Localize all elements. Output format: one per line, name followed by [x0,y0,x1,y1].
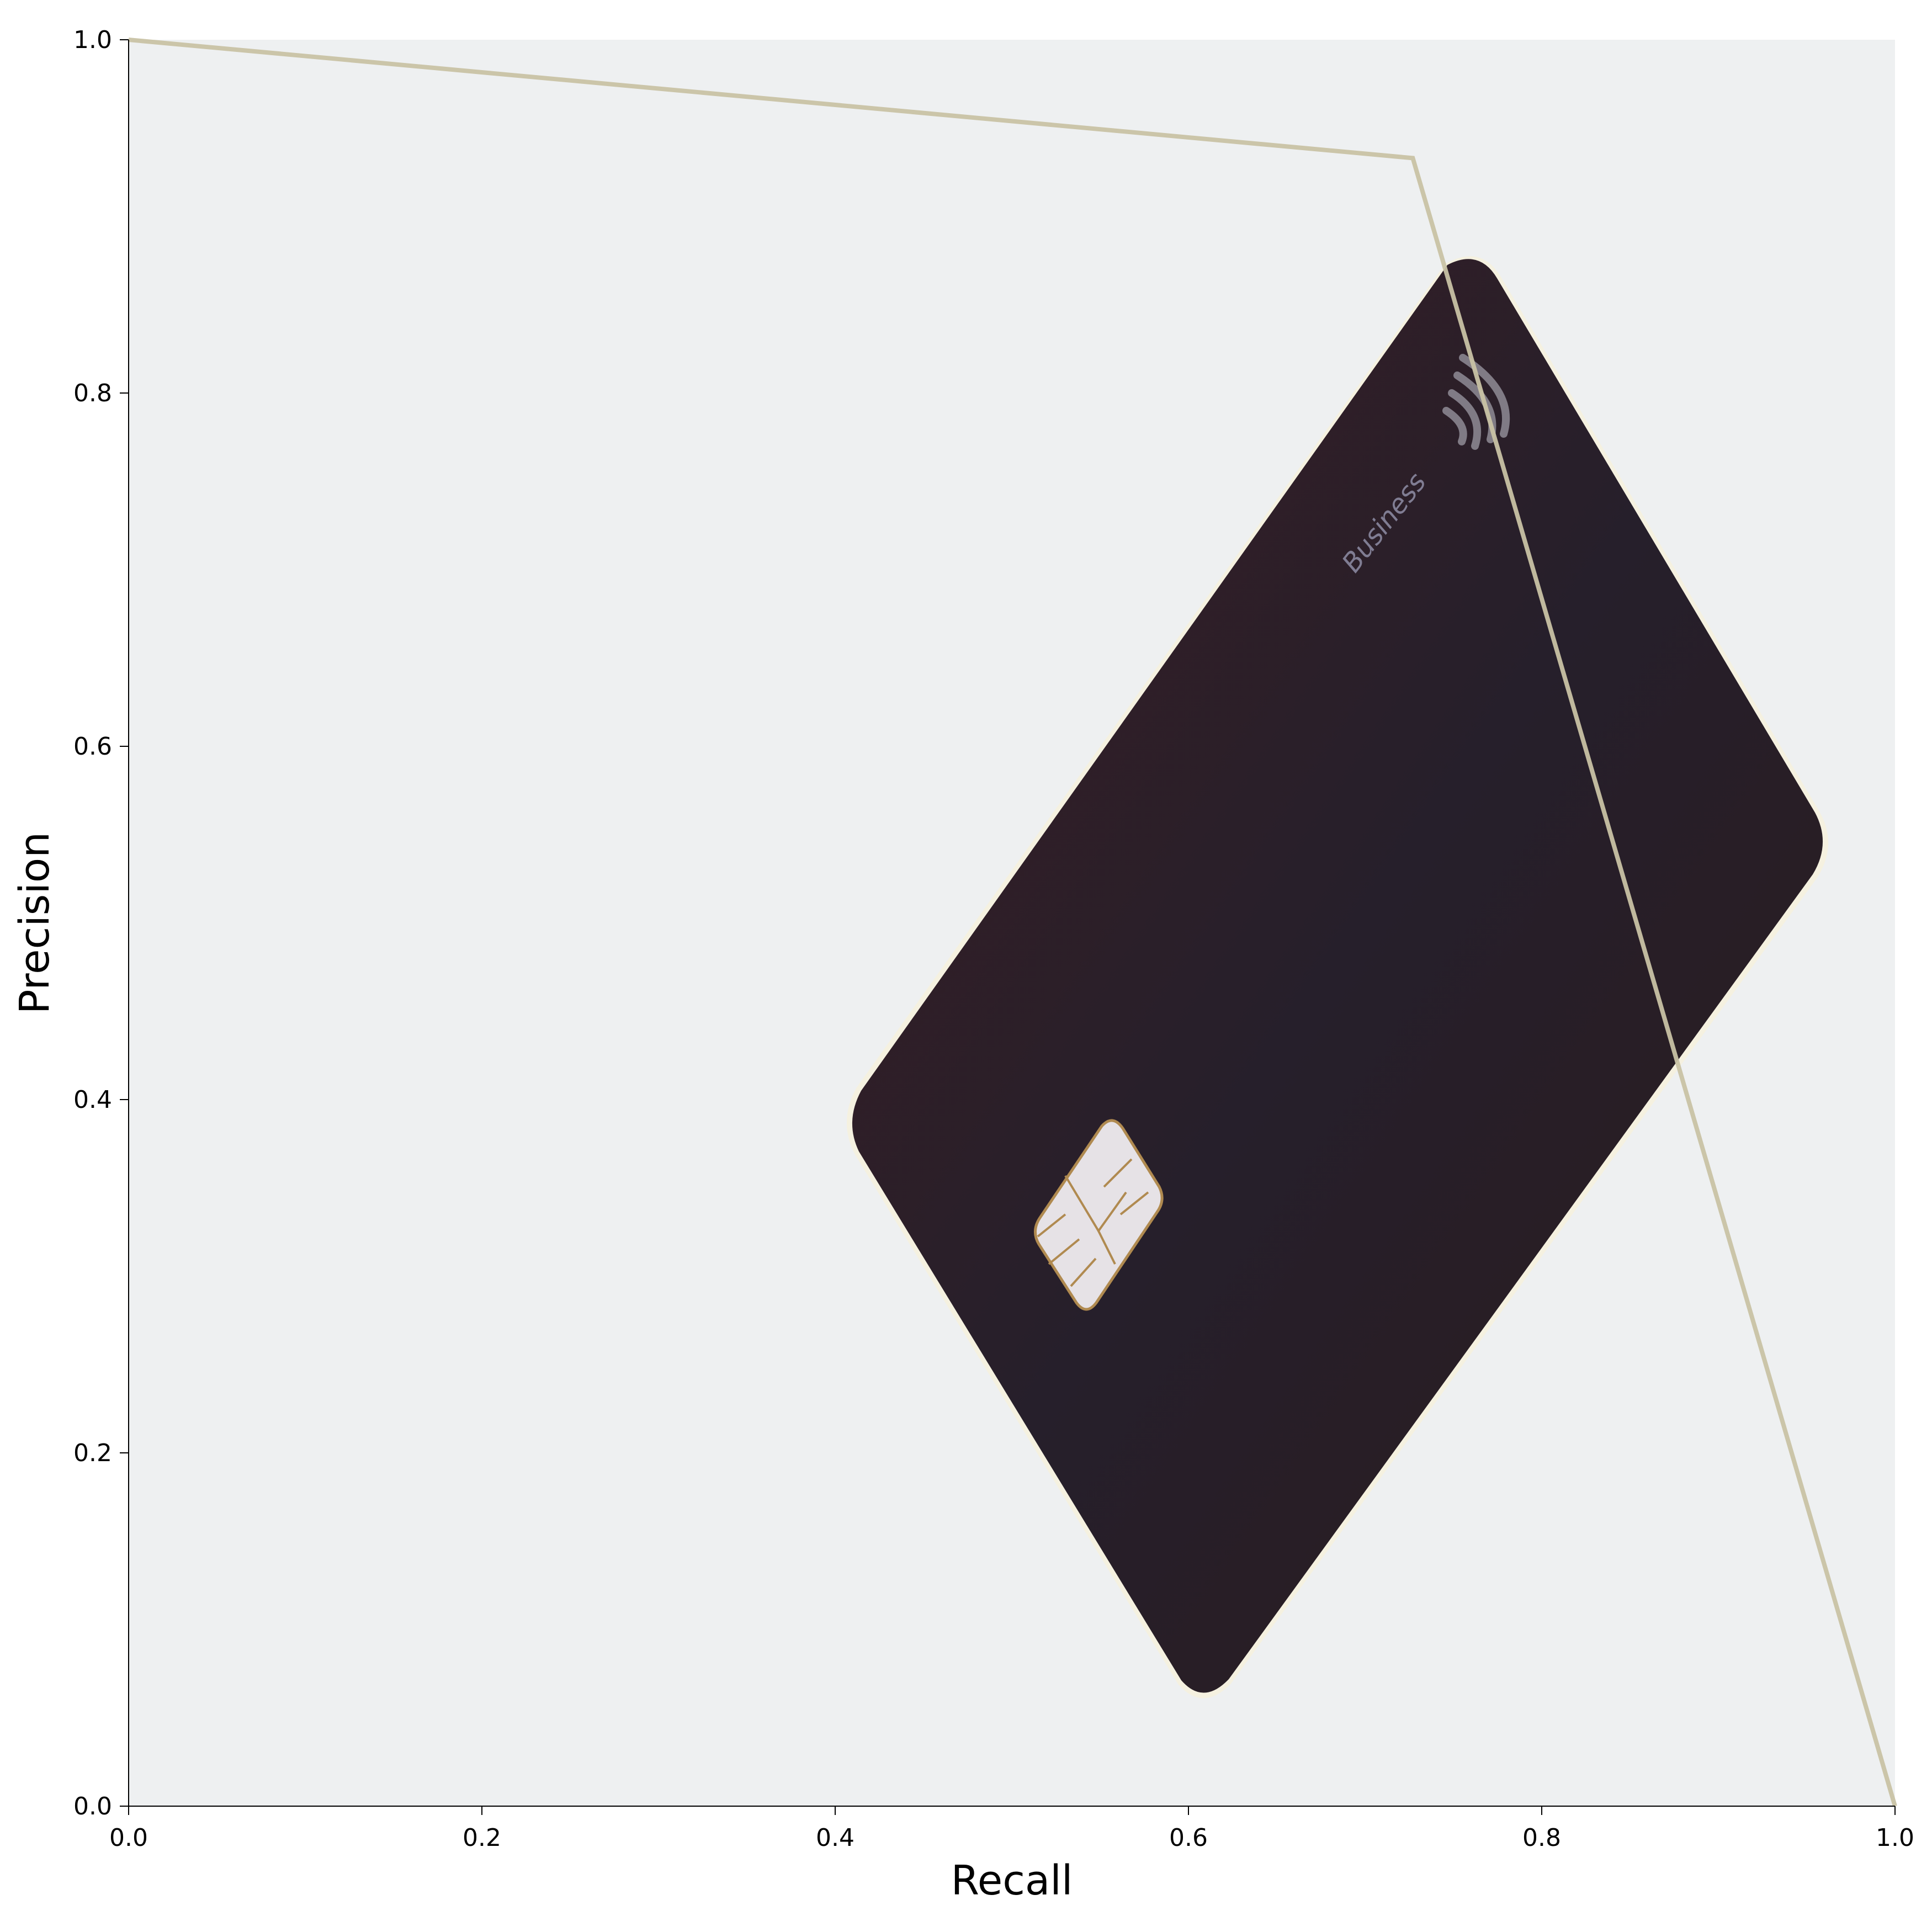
y-tick-label: 0.2 [73,1439,112,1467]
y-tick-label: 0.4 [73,1086,112,1114]
x-tick-label: 0.2 [463,1824,501,1852]
y-tick-label: 0.6 [73,733,112,761]
x-tick-label: 0.8 [1522,1824,1561,1852]
y-axis-title: Precision [11,832,59,1014]
chip-icon [1034,1119,1164,1311]
x-tick-label: 1.0 [1876,1824,1914,1852]
y-tick-label: 0.8 [73,379,112,407]
x-tick-label: 0.4 [816,1824,854,1852]
x-tick-label: 0.0 [109,1824,148,1852]
x-axis-ticks: 0.0 0.2 0.4 0.6 0.8 1.0 [109,1806,1914,1852]
x-tick-label: 0.6 [1169,1824,1208,1852]
y-tick-label: 0.0 [73,1792,112,1820]
y-tick-label: 1.0 [73,26,112,54]
x-axis-title: Recall [951,1857,1073,1904]
card-body [852,259,1823,1693]
y-axis-ticks: 0.0 0.2 0.4 0.6 0.8 1.0 [73,26,129,1820]
payment-card-image: Business [846,256,1829,1699]
precision-recall-curve [128,38,1897,1807]
background-photo: Business [129,40,1895,1806]
